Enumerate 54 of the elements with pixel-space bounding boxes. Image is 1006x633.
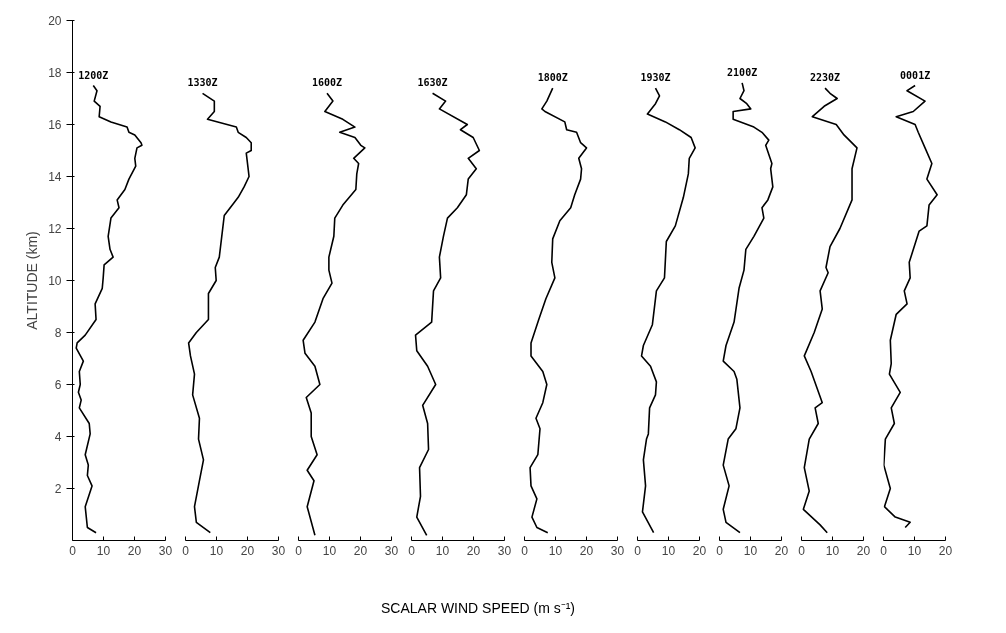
y-tick-label: 8 bbox=[54, 326, 62, 340]
series-label: 0001Z bbox=[900, 69, 931, 81]
x-tick-label: 0 bbox=[69, 543, 77, 558]
x-tick-label: 30 bbox=[610, 543, 625, 558]
y-tick-label: 4 bbox=[54, 430, 62, 444]
x-tick-label: 10 bbox=[661, 543, 676, 558]
x-tick-label: 10 bbox=[209, 543, 224, 558]
x-tick-label: 10 bbox=[825, 543, 840, 558]
series-label: 1630Z bbox=[417, 77, 448, 89]
series-label: 2230Z bbox=[810, 72, 841, 84]
series-label: 1600Z bbox=[311, 77, 343, 89]
x-tick-label: 20 bbox=[692, 543, 707, 558]
y-tick-label: 20 bbox=[48, 14, 62, 28]
y-tick-label: 10 bbox=[48, 274, 62, 288]
y-tick-label: 2 bbox=[54, 482, 62, 496]
x-tick-label: 30 bbox=[271, 543, 286, 558]
x-tick-label: 20 bbox=[774, 543, 789, 558]
x-tick-label: 30 bbox=[384, 543, 399, 558]
x-tick-label: 20 bbox=[856, 543, 871, 558]
y-tick-label: 18 bbox=[48, 66, 62, 80]
x-tick-label: 0 bbox=[634, 543, 642, 558]
x-tick-label: 10 bbox=[96, 543, 111, 558]
y-tick-label: 12 bbox=[48, 222, 62, 236]
x-tick-label: 0 bbox=[798, 543, 806, 558]
x-tick-label: 10 bbox=[435, 543, 450, 558]
x-tick-label: 0 bbox=[295, 543, 303, 558]
series-label: 2100Z bbox=[727, 66, 758, 78]
y-tick-label: 14 bbox=[48, 170, 62, 184]
line-series bbox=[75, 84, 143, 534]
y-tick-label: 16 bbox=[48, 118, 62, 132]
x-tick-label: 10 bbox=[548, 543, 563, 558]
x-tick-label: 0 bbox=[880, 543, 888, 558]
x-tick-label: 20 bbox=[127, 543, 142, 558]
x-tick-label: 0 bbox=[716, 543, 724, 558]
y-axis-title: ALTITUDE (km) bbox=[24, 231, 41, 330]
x-tick-label: 20 bbox=[466, 543, 481, 558]
series-label: 1200Z bbox=[78, 69, 109, 81]
x-tick-label: 30 bbox=[158, 543, 173, 558]
series-label: 1930Z bbox=[640, 72, 671, 84]
x-tick-label: 0 bbox=[182, 543, 190, 558]
x-tick-label: 20 bbox=[240, 543, 255, 558]
x-tick-label: 0 bbox=[408, 543, 416, 558]
series-label: 1800Z bbox=[537, 72, 568, 84]
x-tick-label: 10 bbox=[907, 543, 922, 558]
y-tick-label: 6 bbox=[54, 378, 62, 392]
x-tick-label: 20 bbox=[938, 543, 953, 558]
series-label: 1330Z bbox=[187, 77, 218, 89]
x-tick-label: 0 bbox=[521, 543, 529, 558]
x-tick-label: 30 bbox=[497, 543, 512, 558]
x-tick-label: 10 bbox=[743, 543, 758, 558]
x-tick-label: 20 bbox=[353, 543, 368, 558]
x-tick-label: 20 bbox=[579, 543, 594, 558]
x-tick-label: 10 bbox=[322, 543, 337, 558]
x-axis-title: SCALAR WIND SPEED (m s⁻¹) bbox=[380, 599, 576, 616]
